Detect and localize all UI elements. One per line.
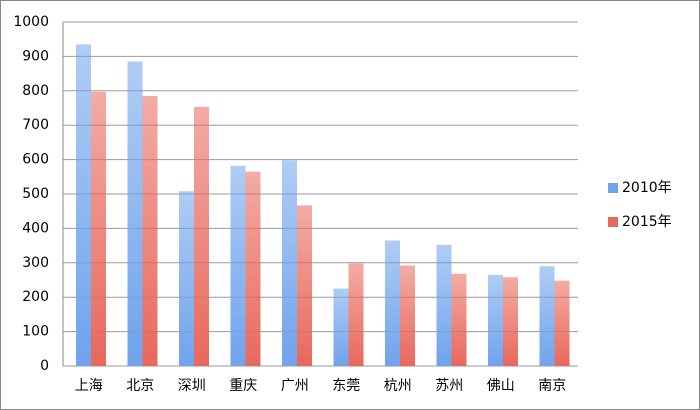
x-tick-label: 南京 bbox=[538, 378, 566, 394]
y-tick-label: 100 bbox=[22, 324, 49, 340]
y-tick-label: 900 bbox=[22, 48, 49, 64]
y-tick-label: 600 bbox=[22, 152, 49, 168]
y-tick-label: 500 bbox=[22, 186, 49, 202]
bar bbox=[179, 191, 194, 366]
x-tick-label: 佛山 bbox=[487, 378, 515, 394]
legend-label: 2015年 bbox=[622, 214, 672, 230]
y-tick-label: 400 bbox=[22, 220, 49, 236]
legend-swatch bbox=[608, 217, 618, 227]
x-tick-label: 广州 bbox=[281, 378, 309, 394]
bar bbox=[451, 273, 467, 366]
bar bbox=[91, 91, 106, 366]
bar bbox=[554, 280, 570, 366]
x-tick-label: 东莞 bbox=[332, 378, 360, 394]
y-tick-label: 700 bbox=[22, 117, 49, 133]
x-tick-label: 北京 bbox=[126, 378, 154, 394]
bar bbox=[333, 288, 349, 366]
bar bbox=[400, 265, 415, 366]
y-tick-label: 0 bbox=[40, 358, 49, 374]
bar bbox=[194, 106, 209, 366]
bar bbox=[142, 95, 158, 367]
y-tick-label: 1000 bbox=[13, 14, 49, 30]
bar bbox=[348, 263, 364, 366]
bar bbox=[127, 61, 143, 367]
legend-label: 2010年 bbox=[622, 180, 672, 196]
y-tick-label: 800 bbox=[22, 83, 49, 99]
bar bbox=[230, 165, 246, 366]
y-tick-label: 300 bbox=[22, 255, 49, 271]
bar bbox=[282, 160, 297, 366]
x-tick-label: 重庆 bbox=[229, 378, 257, 394]
bar bbox=[539, 266, 555, 366]
bar bbox=[297, 205, 312, 366]
x-tick-label: 杭州 bbox=[384, 378, 412, 394]
x-tick-label: 深圳 bbox=[178, 378, 206, 394]
x-tick-label: 上海 bbox=[75, 378, 103, 394]
bar bbox=[503, 277, 518, 366]
bar bbox=[76, 44, 91, 367]
bar bbox=[436, 244, 452, 366]
bar bbox=[385, 240, 400, 366]
bar bbox=[488, 274, 503, 366]
x-tick-label: 苏州 bbox=[435, 378, 463, 394]
bar bbox=[245, 171, 261, 366]
legend-swatch bbox=[608, 183, 618, 193]
y-tick-label: 200 bbox=[22, 289, 49, 305]
